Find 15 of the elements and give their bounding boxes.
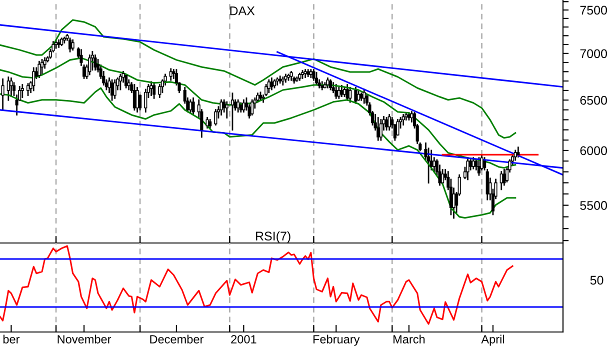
chart-title: DAX xyxy=(230,6,255,16)
x-tick-label: February xyxy=(313,334,360,346)
x-tick-label: April xyxy=(481,334,504,346)
x-tick-label: ber xyxy=(3,334,20,344)
y-tick-label: 6500 xyxy=(580,96,607,105)
y-tick-label: 7500 xyxy=(580,6,607,15)
y-tick-label: 6000 xyxy=(580,146,607,156)
x-tick-label: March xyxy=(394,334,425,344)
y-tick-label: 5500 xyxy=(580,201,607,210)
chart-title: RSI(7) xyxy=(256,231,290,243)
x-tick-label: November xyxy=(58,334,112,344)
x-tick-label: December xyxy=(150,334,204,344)
x-tick-label: 2001 xyxy=(231,335,256,344)
y-tick-label: 7000 xyxy=(580,49,607,58)
text: 50 xyxy=(590,276,604,285)
